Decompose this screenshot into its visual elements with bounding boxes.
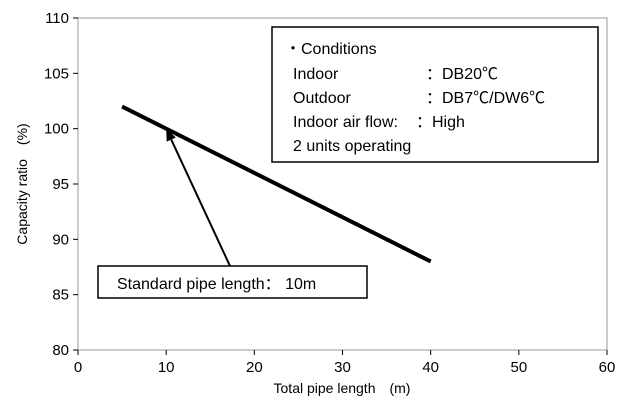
x-tick-label: 20 — [246, 359, 263, 376]
conditions-row-3-value: ：High — [416, 114, 465, 131]
y-tick-label: 110 — [45, 10, 69, 27]
x-tick-label: 40 — [422, 359, 439, 376]
annotation-box — [97, 265, 368, 299]
y-axis-label: Capacity ratio (%) — [14, 123, 30, 244]
y-tick-label: 90 — [52, 231, 69, 248]
x-tick-label: 0 — [74, 359, 82, 376]
conditions-row-1-value: ：DB20℃ — [426, 66, 498, 83]
annotation-text: Standard pipe length： 10m — [117, 276, 316, 293]
series-group — [121, 104, 432, 264]
y-tick-label: 100 — [44, 121, 69, 138]
x-axis-label: Total pipe length (m) — [274, 380, 411, 396]
x-tick-label: 30 — [334, 359, 351, 376]
annotation-arrow-line — [170, 139, 231, 267]
conditions-heading: ・Conditions — [285, 41, 377, 58]
y-tick-label: 80 — [52, 342, 69, 359]
x-tick-label: 50 — [510, 359, 527, 376]
series-line — [121, 104, 432, 264]
conditions-row-2-value: ：DB7℃/DW6℃ — [426, 90, 545, 107]
y-tick-label: 85 — [52, 287, 69, 304]
x-axis-ticks: 0 10 20 30 40 50 60 — [74, 350, 616, 376]
conditions-box — [271, 26, 599, 163]
conditions-row-2-label: Outdoor — [293, 90, 351, 107]
y-tick-label: 105 — [44, 65, 69, 82]
y-axis-ticks: 80 85 90 95 100 105 110 — [44, 10, 78, 359]
y-tick-label: 95 — [52, 176, 69, 193]
x-tick-label: 60 — [599, 359, 616, 376]
conditions-row-1-label: Indoor — [293, 66, 339, 83]
conditions-row-4-label: 2 units operating — [293, 138, 411, 155]
annotation-arrow-head — [166, 128, 176, 142]
conditions-row-3-label: Indoor air flow: — [293, 114, 398, 131]
x-tick-label: 10 — [158, 359, 175, 376]
